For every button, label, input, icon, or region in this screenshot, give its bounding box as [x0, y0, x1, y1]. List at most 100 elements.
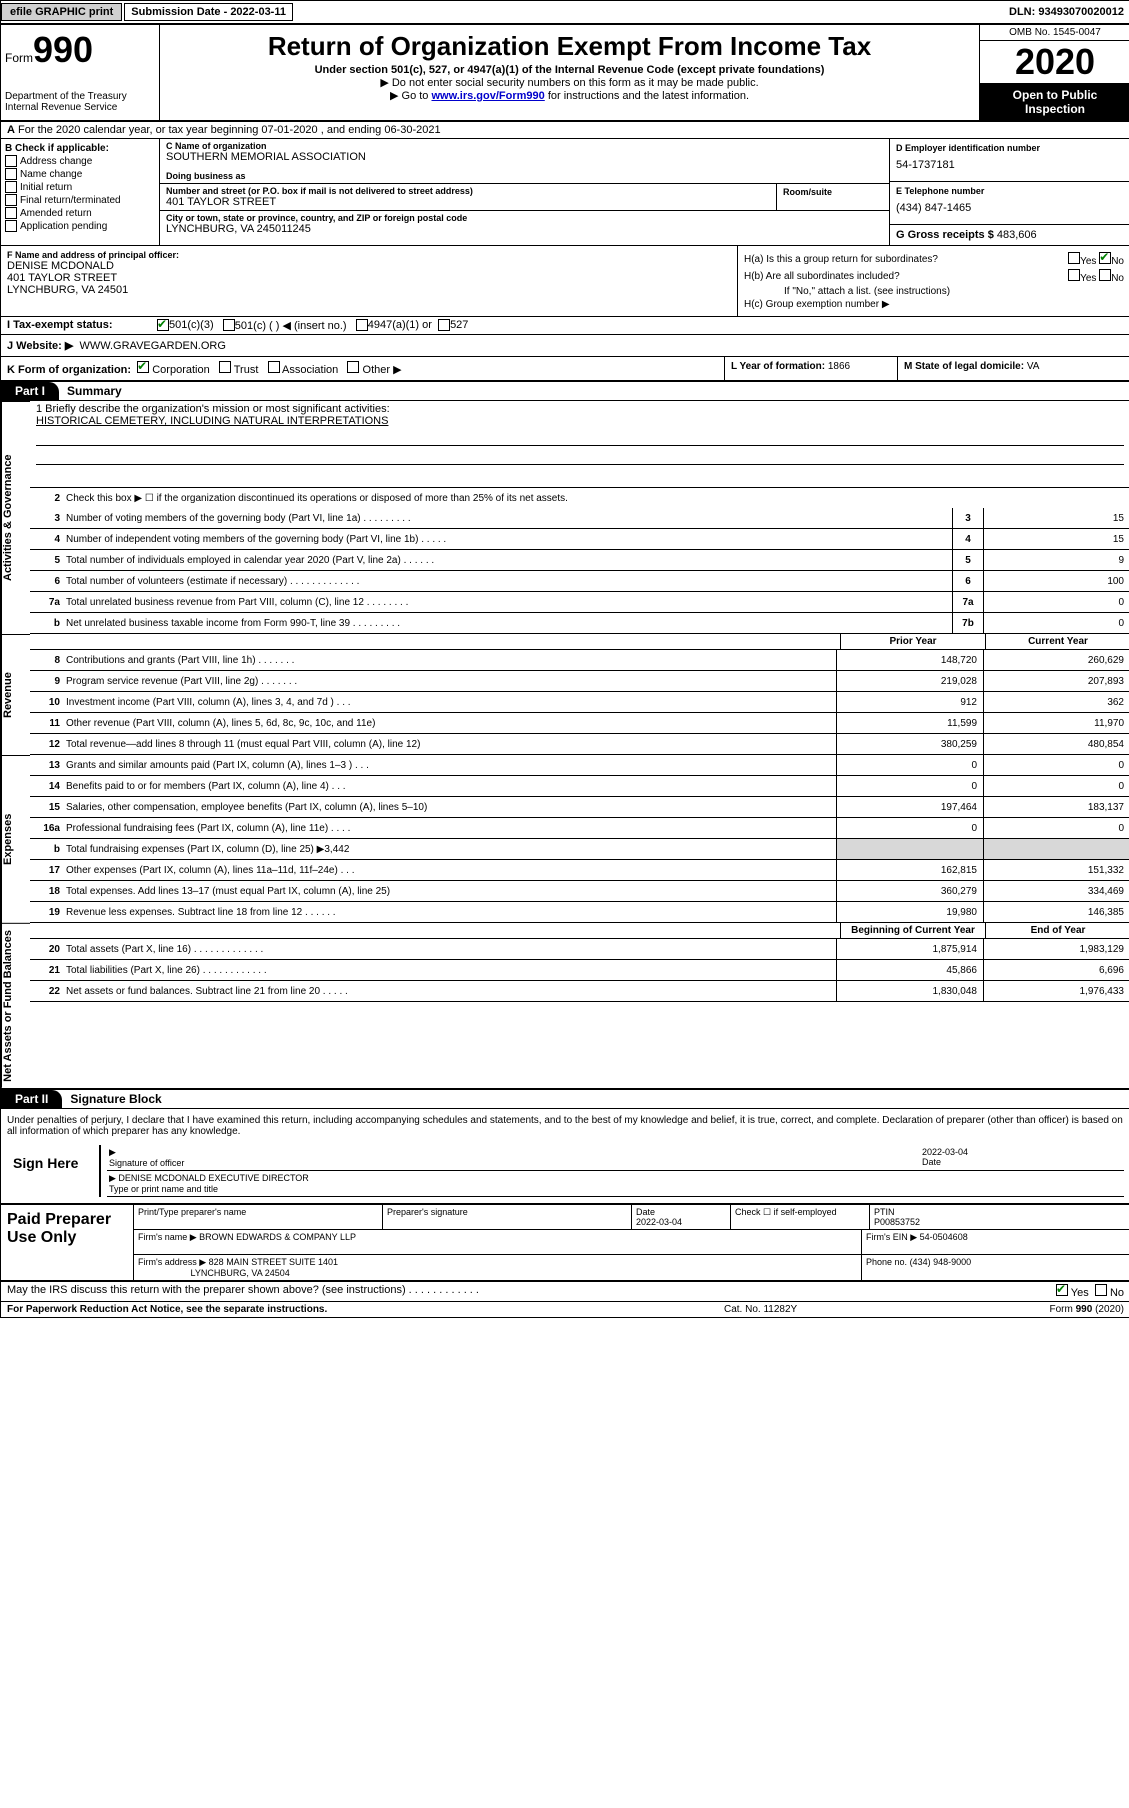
- prep-right: Print/Type preparer's name Preparer's si…: [134, 1205, 1129, 1280]
- blank-line: [36, 467, 1124, 483]
- chk-assoc[interactable]: [268, 361, 280, 373]
- efile-button[interactable]: efile GRAPHIC print: [1, 3, 122, 21]
- opt-527: 527: [450, 319, 468, 332]
- data-line: bTotal fundraising expenses (Part IX, co…: [30, 839, 1129, 860]
- data-line: 11Other revenue (Part VIII, column (A), …: [30, 713, 1129, 734]
- k-left: K Form of organization: Corporation Trus…: [1, 357, 724, 380]
- checkbox-checked-icon[interactable]: [1099, 252, 1111, 264]
- chk-final[interactable]: Final return/terminated: [5, 194, 155, 206]
- checkbox-icon: [5, 207, 17, 219]
- k-m: M State of legal domicile: VA: [897, 357, 1129, 380]
- rev-content: Prior Year Current Year 8Contributions a…: [30, 634, 1129, 755]
- ptin-cell: PTINP00853752: [870, 1205, 1129, 1229]
- chk-discuss-no[interactable]: [1095, 1284, 1107, 1296]
- room-label-text: Room/suite: [783, 187, 832, 197]
- chk-501c3[interactable]: [157, 319, 169, 331]
- chk-4947[interactable]: [356, 319, 368, 331]
- sig-date-label: Date: [922, 1157, 941, 1167]
- sig-line-2: ▶ DENISE MCDONALD EXECUTIVE DIRECTORType…: [107, 1171, 1124, 1197]
- gov-line: 5Total number of individuals employed in…: [30, 550, 1129, 571]
- phone-label: E Telephone number: [896, 186, 1124, 196]
- sig-line-1: ▶Signature of officer 2022-03-04Date: [107, 1145, 1124, 1171]
- chk-label: Address change: [20, 156, 92, 167]
- yes-label: Yes: [1080, 256, 1096, 267]
- firm-name-value: BROWN EDWARDS & COMPANY LLP: [199, 1232, 356, 1242]
- chk-527[interactable]: [438, 319, 450, 331]
- no-label: No: [1111, 256, 1124, 267]
- sign-here-label: Sign Here: [7, 1145, 99, 1197]
- col-d: D Employer identification number 54-1737…: [889, 139, 1129, 245]
- note-2-post: for instructions and the latest informat…: [545, 90, 749, 102]
- j-label: J Website: ▶: [7, 340, 73, 352]
- prep-row-1: Print/Type preparer's name Preparer's si…: [134, 1205, 1129, 1230]
- checkbox-icon[interactable]: [1099, 269, 1111, 281]
- chk-corp[interactable]: [137, 361, 149, 373]
- opt-trust: Trust: [234, 364, 259, 376]
- data-line: 21Total liabilities (Part X, line 26) . …: [30, 960, 1129, 981]
- footer-left: For Paperwork Reduction Act Notice, see …: [7, 1304, 724, 1315]
- chk-name[interactable]: Name change: [5, 168, 155, 180]
- firm-addr-cell: Firm's address ▶ 828 MAIN STREET SUITE 1…: [134, 1255, 862, 1280]
- no-label: No: [1111, 273, 1124, 284]
- vtab-exp: Expenses: [1, 755, 30, 923]
- l-label: L Year of formation:: [731, 361, 828, 372]
- row-i: I Tax-exempt status: 501(c)(3) 501(c) ( …: [1, 317, 1129, 335]
- firm-ein-value: 54-0504608: [920, 1232, 968, 1242]
- city-label: City or town, state or province, country…: [166, 213, 883, 223]
- footer-right: Form 990 (2020): [924, 1304, 1124, 1315]
- col-h: H(a) Is this a group return for subordin…: [737, 246, 1129, 316]
- dln-label: DLN: 93493070020012: [1003, 4, 1129, 20]
- section-bcd: B Check if applicable: Address change Na…: [1, 139, 1129, 246]
- ha-label: H(a) Is this a group return for subordin…: [744, 254, 938, 265]
- b-label: B Check if applicable:: [5, 143, 155, 154]
- tax-year: 2020: [980, 41, 1129, 84]
- checkbox-icon[interactable]: [1068, 269, 1080, 281]
- chk-501c[interactable]: [223, 319, 235, 331]
- chk-pending[interactable]: Application pending: [5, 220, 155, 232]
- addr-left: Number and street (or P.O. box if mail i…: [160, 184, 777, 210]
- phone-value: (434) 847-1465: [896, 196, 1124, 220]
- chk-initial[interactable]: Initial return: [5, 181, 155, 193]
- hc-row: H(c) Group exemption number ▶: [744, 299, 1124, 310]
- type-label: Type or print name and title: [109, 1184, 218, 1194]
- submission-date: Submission Date - 2022-03-11: [124, 3, 293, 21]
- top-bar: efile GRAPHIC print Submission Date - 20…: [1, 1, 1129, 25]
- chk-discuss-yes[interactable]: [1056, 1284, 1068, 1296]
- firm-addr2: LYNCHBURG, VA 24504: [191, 1268, 290, 1278]
- prep-date-cell: Date2022-03-04: [632, 1205, 731, 1229]
- perjury-text: Under penalties of perjury, I declare th…: [7, 1115, 1124, 1137]
- c-name: C Name of organization SOUTHERN MEMORIAL…: [160, 139, 889, 184]
- section-fh: F Name and address of principal officer:…: [1, 246, 1129, 317]
- note-2-pre: Go to: [402, 90, 432, 102]
- data-line: 18Total expenses. Add lines 13–17 (must …: [30, 881, 1129, 902]
- row-a-text: For the 2020 calendar year, or tax year …: [18, 124, 441, 136]
- chk-other[interactable]: [347, 361, 359, 373]
- row-j: J Website: ▶ WWW.GRAVEGARDEN.ORG: [1, 335, 1129, 357]
- checkbox-icon[interactable]: [1068, 252, 1080, 264]
- m-value: VA: [1027, 361, 1040, 372]
- header-right: OMB No. 1545-0047 2020 Open to Public In…: [979, 25, 1129, 120]
- opt-501c3: 501(c)(3): [169, 319, 214, 332]
- d-gross: G Gross receipts $ 483,606: [890, 225, 1129, 245]
- data-line: 19Revenue less expenses. Subtract line 1…: [30, 902, 1129, 923]
- rev-header: Prior Year Current Year: [30, 634, 1129, 650]
- firm-phone-label: Phone no.: [866, 1257, 907, 1267]
- discuss-row: May the IRS discuss this return with the…: [1, 1282, 1129, 1302]
- chk-address[interactable]: Address change: [5, 155, 155, 167]
- checkbox-icon: [5, 194, 17, 206]
- opt-corp: Corporation: [152, 364, 209, 376]
- prep-label: Paid Preparer Use Only: [1, 1205, 134, 1280]
- sig-officer-label: Signature of officer: [109, 1158, 184, 1168]
- mission-label: 1 Briefly describe the organization's mi…: [36, 403, 1124, 415]
- chk-amended[interactable]: Amended return: [5, 207, 155, 219]
- exp-content: 13Grants and similar amounts paid (Part …: [30, 755, 1129, 923]
- room-label: Room/suite: [777, 184, 889, 210]
- gov-section: Activities & Governance 1 Briefly descri…: [1, 401, 1129, 634]
- col-prior: Prior Year: [840, 634, 985, 649]
- chk-trust[interactable]: [219, 361, 231, 373]
- header-center: Return of Organization Exempt From Incom…: [160, 25, 979, 120]
- firm-phone-value: (434) 948-9000: [910, 1257, 972, 1267]
- data-line: 13Grants and similar amounts paid (Part …: [30, 755, 1129, 776]
- irs-link[interactable]: www.irs.gov/Form990: [431, 90, 544, 102]
- l-value: 1866: [828, 361, 850, 372]
